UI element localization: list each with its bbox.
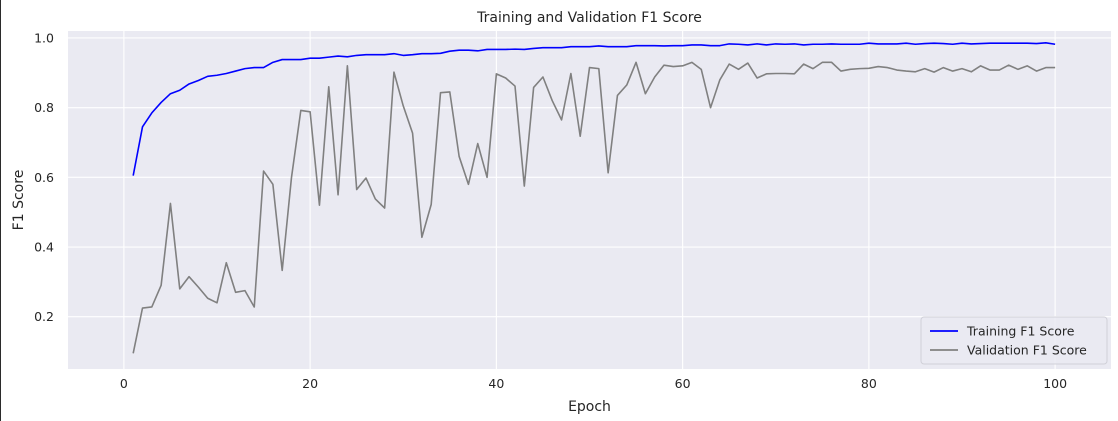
x-tick-label: 60 [675,376,691,391]
legend-label-validation: Validation F1 Score [967,343,1087,358]
tick-labels: 0 20 40 60 80 100 0.2 0.4 0.6 0.8 1.0 [34,30,1067,391]
y-tick-label: 0.8 [34,100,54,115]
legend-box [920,316,1108,365]
y-tick-label: 0.6 [34,170,54,185]
x-tick-label: 0 [120,376,128,391]
x-axis-title: Epoch [568,399,611,415]
x-tick-label: 100 [1043,376,1067,391]
y-axis-title: F1 Score [11,170,27,231]
x-tick-label: 20 [302,376,318,391]
x-tick-label: 40 [488,376,504,391]
chart-title: Training and Validation F1 Score [476,10,702,26]
series-layer [132,42,1056,354]
x-tick-label: 80 [861,376,877,391]
plot-area [68,31,1111,369]
y-tick-label: 0.4 [34,240,54,255]
legend: Training F1 Score Validation F1 Score [920,316,1108,365]
legend-label-training: Training F1 Score [966,324,1075,339]
training-f1-line [132,42,1056,176]
y-tick-label: 0.2 [34,309,54,324]
y-tick-label: 1.0 [34,30,54,45]
validation-f1-line [132,61,1056,354]
